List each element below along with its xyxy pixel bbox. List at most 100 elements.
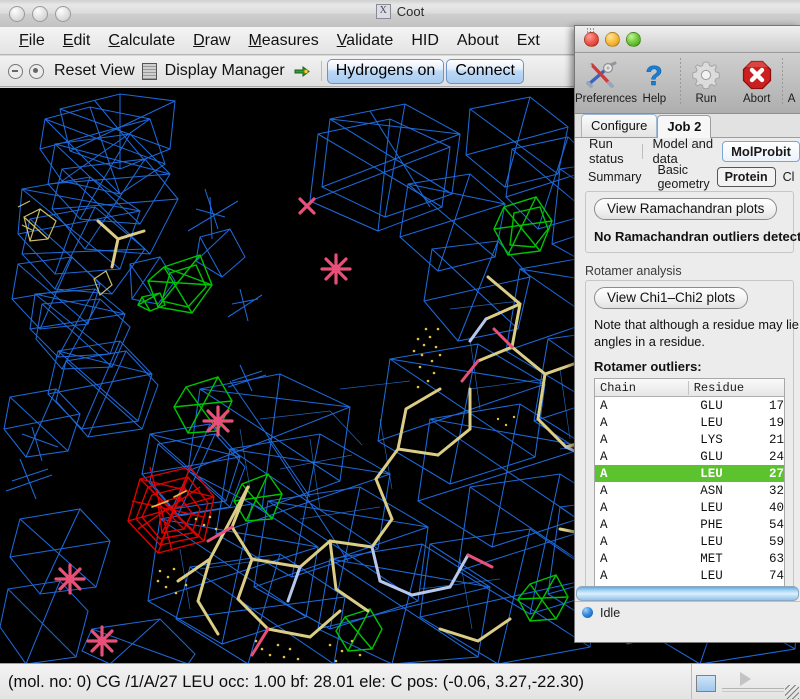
view-ramachandran-plots-button[interactable]: View Ramachandran plots [594, 198, 778, 220]
table-row[interactable]: A MET 63 [595, 550, 784, 567]
table-row[interactable]: A GLU 24 [595, 448, 784, 465]
cell-chain: A [600, 568, 608, 583]
coot-title-text: Coot [396, 4, 425, 19]
overflow-label: A [787, 93, 796, 105]
cell-residue-name: GLU [700, 449, 723, 464]
preferences-button[interactable]: Preferences [575, 53, 638, 105]
cell-residue-number: 54 [768, 517, 784, 532]
tab-molprobity[interactable]: MolProbit [722, 140, 800, 162]
table-row[interactable]: A LEU 74 [595, 567, 784, 584]
table-row[interactable]: A LEU 40 [595, 499, 784, 516]
coot-title: X Coot [0, 4, 800, 19]
tab-model-and-data[interactable]: Model and data [652, 136, 714, 166]
close-button[interactable] [584, 32, 599, 47]
tools-icon [575, 57, 629, 93]
question-icon: ? [629, 57, 680, 93]
hydrogens-on-button[interactable]: Hydrogens on [326, 58, 445, 84]
table-row[interactable]: A ASN 32 [595, 482, 784, 499]
molprobity-window: Preferences ? Help [574, 25, 800, 643]
go-to-atom-icon[interactable] [294, 65, 311, 78]
cell-residue-number: 17 [768, 398, 784, 413]
connect-button[interactable]: Connect [446, 58, 524, 84]
cell-residue-name: ASN [700, 483, 723, 498]
cell-residue-number: 32 [768, 483, 784, 498]
display-toggle-2-icon[interactable] [29, 63, 44, 79]
menu-measures[interactable]: Measures [248, 31, 319, 49]
table-row[interactable]: A LYS 21 [595, 431, 784, 448]
rotamer-outliers-table[interactable]: Chain Residue A GLU 17 A LEU 19 A LYS 21 A GLU 24 A L… [594, 378, 785, 623]
molprobity-window-controls[interactable] [584, 32, 641, 47]
menu-draw[interactable]: Draw [193, 31, 231, 49]
menu-edit[interactable]: Edit [62, 31, 91, 49]
job-tabbar[interactable]: Configure Job 2 [575, 114, 800, 138]
preferences-label: Preferences [575, 93, 638, 105]
rotamer-note-line-2: angles in a residue. [594, 334, 705, 349]
table-row[interactable]: A LEU 59 [595, 533, 784, 550]
cell-residue-number: 24 [768, 449, 784, 464]
coot-titlebar[interactable]: X Coot [0, 0, 800, 28]
section-tabbar[interactable]: Run status Model and data MolProbit [575, 136, 800, 166]
color-swatch[interactable] [696, 675, 716, 692]
statusbar-right-controls[interactable] [691, 664, 800, 699]
display-toggle-icon[interactable] [8, 63, 23, 79]
table-row[interactable]: A LEU 19 [595, 414, 784, 431]
minimize-button[interactable] [32, 6, 48, 22]
tab-configure[interactable]: Configure [581, 114, 658, 137]
menu-about[interactable]: About [456, 31, 499, 49]
molprobity-toolbar[interactable]: Preferences ? Help [575, 53, 800, 114]
zoom-button[interactable] [55, 6, 71, 22]
display-manager-icon[interactable] [141, 62, 157, 80]
view-chi1-chi2-plots-button[interactable]: View Chi1–Chi2 plots [594, 287, 749, 309]
minimize-button[interactable] [605, 32, 620, 47]
menu-validate[interactable]: Validate [336, 31, 394, 49]
tab-protein[interactable]: Protein [716, 166, 776, 187]
table-row[interactable]: A GLU 17 [595, 397, 784, 414]
titlebar-strip [0, 0, 800, 5]
play-triangle-icon[interactable] [740, 672, 751, 686]
cell-chain: A [600, 432, 608, 447]
abort-button[interactable]: Abort [731, 53, 782, 105]
cell-chain: A [600, 534, 608, 549]
tab-job-2[interactable]: Job 2 [657, 115, 712, 138]
tab-clashes[interactable]: Cl [782, 169, 795, 184]
cell-chain: A [600, 449, 608, 464]
close-button[interactable] [9, 6, 25, 22]
table-header[interactable]: Chain Residue [595, 379, 784, 397]
rotamer-note-line-1: Note that although a residue may lie [594, 317, 799, 332]
menu-calculate[interactable]: Calculate [108, 31, 176, 49]
tab-summary[interactable]: Summary [588, 169, 642, 184]
cell-residue-number: 40 [768, 500, 784, 515]
table-row[interactable]: A PHE 54 [595, 516, 784, 533]
subsection-tabbar[interactable]: Summary Basic geometry Protein Cl [575, 163, 800, 191]
run-button[interactable]: Run [681, 53, 732, 105]
svg-text:?: ? [646, 60, 663, 90]
toolbar-overflow-button[interactable]: A [783, 53, 800, 105]
cell-chain: A [600, 466, 608, 481]
column-header-chain[interactable]: Chain [595, 380, 689, 395]
tab-basic-geometry[interactable]: Basic geometry [657, 162, 710, 191]
table-row[interactable]: A LEU 27 [595, 465, 784, 482]
zoom-button[interactable] [626, 32, 641, 47]
help-button[interactable]: ? Help [629, 53, 680, 105]
cell-residue-name: GLU [700, 398, 723, 413]
coot-statusbar: (mol. no: 0) CG /1/A/27 LEU occ: 1.00 bf… [0, 663, 800, 699]
cell-chain: A [600, 483, 608, 498]
cell-residue-number: 63 [768, 551, 784, 566]
menu-extensions[interactable]: Ext [516, 31, 540, 49]
reset-view-button[interactable]: Reset View [54, 62, 135, 79]
menu-file[interactable]: File [19, 31, 45, 49]
ramachandran-panel: View Ramachandran plots No Ramachandran … [585, 191, 800, 253]
resize-grip[interactable] [785, 685, 799, 699]
coot-window-controls[interactable] [9, 6, 71, 22]
menu-hid[interactable]: HID [411, 31, 439, 49]
rotamer-panel: View Chi1–Chi2 plots Note that although … [585, 280, 799, 623]
column-header-residue[interactable]: Residue [693, 380, 745, 395]
status-divider-2 [722, 691, 784, 692]
horizontal-scrollbar[interactable] [576, 586, 799, 601]
cell-chain: A [600, 398, 608, 413]
run-label: Run [695, 93, 717, 105]
display-manager-button[interactable]: Display Manager [164, 62, 285, 79]
molprobity-titlebar[interactable] [575, 26, 800, 53]
tab-run-status[interactable]: Run status [589, 136, 624, 166]
cell-residue-name: LEU [700, 534, 723, 549]
